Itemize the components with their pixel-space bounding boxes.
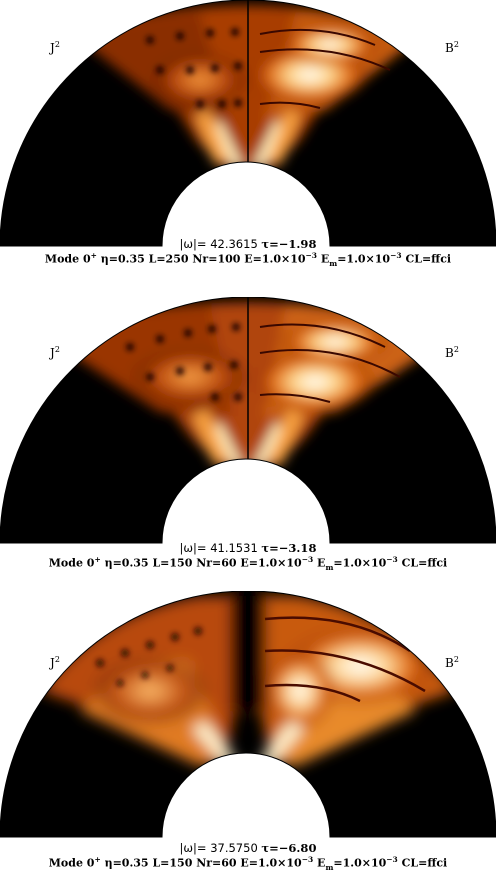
current-density-label: J2 (50, 655, 60, 670)
frequency-growth-line: |ω|= 37.5750 τ=−6.80 (0, 841, 496, 855)
tau-value: τ=−3.18 (261, 541, 317, 555)
energy-density-plot-2 (0, 297, 496, 544)
current-density-label: J2 (50, 40, 60, 55)
run-parameters-caption: Mode 0+ η=0.35 L=150 Nr=60 E=1.0×10−3 Em… (48, 555, 448, 572)
tau-value: τ=−1.98 (261, 237, 317, 251)
meridional-plot-panel-3: J2 B2 |ω|= 37.5750 τ=−6.80 Mode 0+ η=0.3… (0, 591, 496, 883)
frequency-growth-line: |ω|= 42.3615 τ=−1.98 (0, 237, 496, 251)
magnetic-field-label: B2 (445, 40, 459, 55)
energy-density-plot-3 (0, 591, 496, 838)
run-parameters-caption: Mode 0+ η=0.35 L=150 Nr=60 E=1.0×10−3 Em… (48, 855, 448, 872)
magnetic-field-label: B2 (445, 345, 459, 360)
meridional-plot-panel-1: J2 B2 |ω|= 42.3615 τ=−1.98 Mode 0+ η=0.3… (0, 0, 496, 292)
current-density-label: J2 (50, 345, 60, 360)
run-parameters-caption: Mode 0+ η=0.35 L=250 Nr=100 E=1.0×10−3 E… (44, 251, 452, 268)
omega-value: |ω|= 37.5750 (179, 841, 258, 855)
meridional-plot-panel-2: J2 B2 |ω|= 41.1531 τ=−3.18 Mode 0+ η=0.3… (0, 297, 496, 589)
tau-value: τ=−6.80 (261, 841, 317, 855)
magnetic-field-label: B2 (445, 655, 459, 670)
energy-density-plot-1 (0, 0, 496, 247)
omega-value: |ω|= 41.1531 (179, 541, 258, 555)
omega-value: |ω|= 42.3615 (179, 237, 258, 251)
frequency-growth-line: |ω|= 41.1531 τ=−3.18 (0, 541, 496, 555)
